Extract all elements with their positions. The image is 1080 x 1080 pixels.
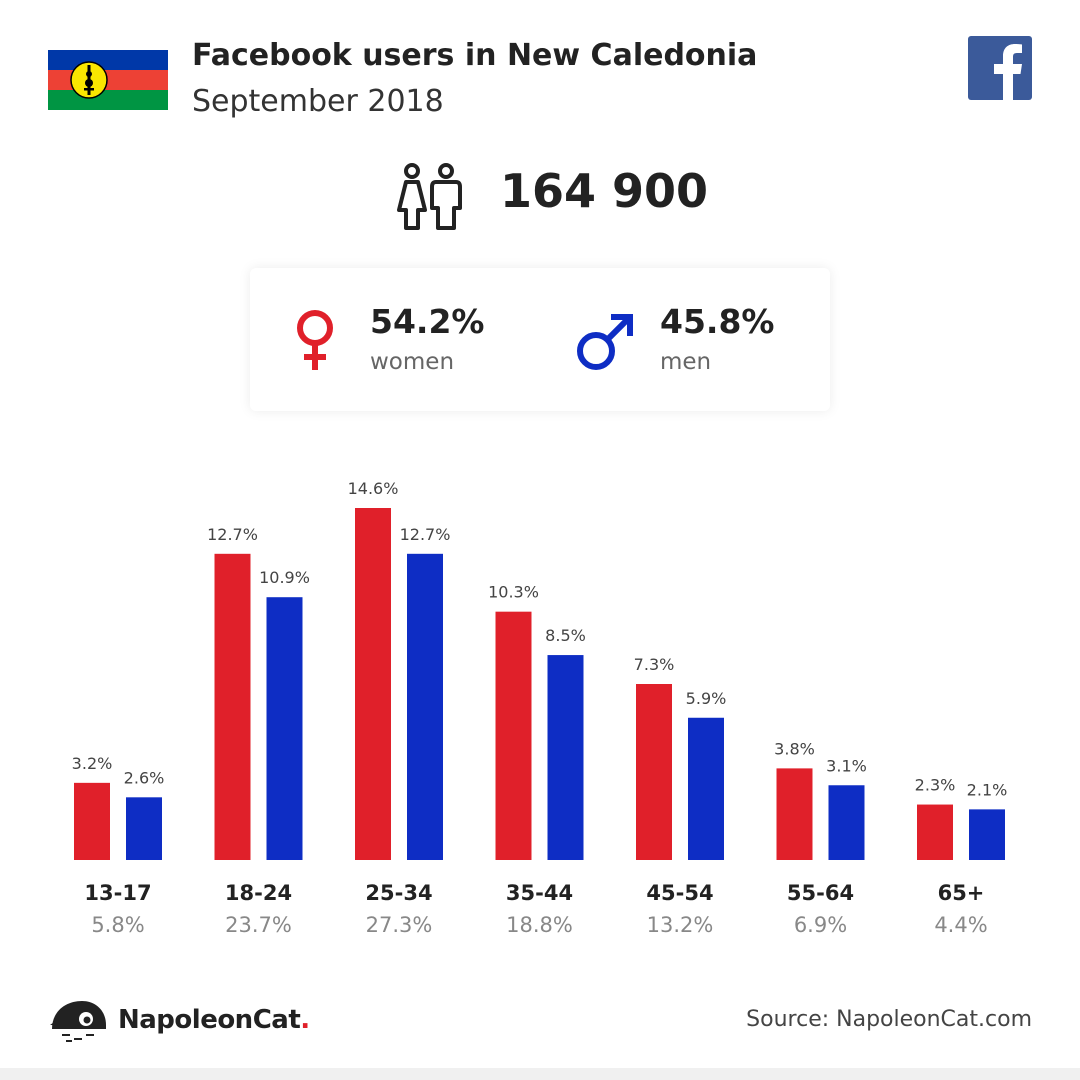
bar bbox=[126, 797, 162, 860]
data-label: 8.5% bbox=[545, 626, 586, 645]
category-label: 18-24 bbox=[225, 881, 292, 905]
men-percent: 45.8% bbox=[660, 302, 775, 341]
users-icon bbox=[397, 163, 462, 230]
napoleoncat-logo-icon bbox=[50, 1001, 106, 1042]
age-gender-bar-chart: 3.2% 2.6% 13-17 5.8% 12.7% 10.9% 18-24 23.7% 14.… bbox=[72, 479, 1008, 937]
bar bbox=[547, 655, 584, 860]
page-subtitle: September 2018 bbox=[192, 84, 444, 119]
bar bbox=[495, 611, 532, 860]
category-label: 25-34 bbox=[365, 881, 432, 905]
bar bbox=[74, 782, 110, 860]
data-label: 2.1% bbox=[967, 780, 1008, 799]
bar bbox=[407, 553, 443, 860]
data-label: 10.3% bbox=[488, 583, 539, 602]
data-label: 3.8% bbox=[774, 739, 815, 758]
category-label: 55-64 bbox=[787, 881, 854, 905]
women-percent: 54.2% bbox=[370, 302, 485, 341]
category-total: 27.3% bbox=[366, 913, 433, 937]
female-icon bbox=[297, 310, 333, 370]
bar bbox=[969, 809, 1005, 860]
data-label: 2.6% bbox=[124, 768, 165, 787]
bar bbox=[214, 553, 251, 860]
data-label: 2.3% bbox=[915, 776, 956, 795]
category-label: 65+ bbox=[938, 881, 985, 905]
category-total: 18.8% bbox=[506, 913, 573, 937]
women-label: women bbox=[370, 349, 455, 375]
category-total: 13.2% bbox=[647, 913, 714, 937]
source-credit: Source: NapoleonCat.com bbox=[746, 1007, 1032, 1032]
category-total: 4.4% bbox=[934, 913, 987, 937]
bar bbox=[636, 684, 672, 860]
data-label: 3.2% bbox=[72, 754, 113, 773]
bar bbox=[776, 768, 813, 860]
category-label: 45-54 bbox=[646, 881, 713, 905]
data-label: 5.9% bbox=[686, 689, 727, 708]
male-icon bbox=[577, 314, 633, 370]
data-label: 12.7% bbox=[400, 525, 451, 544]
gender-card bbox=[250, 268, 830, 411]
bar bbox=[355, 508, 391, 860]
new-caledonia-flag bbox=[48, 50, 168, 110]
data-label: 3.1% bbox=[826, 756, 867, 775]
category-total: 6.9% bbox=[794, 913, 847, 937]
bar bbox=[828, 785, 865, 860]
category-total: 23.7% bbox=[225, 913, 292, 937]
category-label: 35-44 bbox=[506, 881, 573, 905]
brand-dot: . bbox=[300, 1005, 310, 1035]
data-label: 14.6% bbox=[348, 479, 399, 498]
total-users: 164 900 bbox=[500, 164, 709, 218]
brand-name: NapoleonCat. bbox=[118, 1005, 310, 1035]
data-label: 10.9% bbox=[259, 568, 310, 587]
category-total: 5.8% bbox=[91, 913, 144, 937]
footer-strip bbox=[0, 1068, 1080, 1080]
bar bbox=[688, 717, 724, 860]
bar bbox=[917, 804, 953, 860]
men-label: men bbox=[660, 349, 712, 375]
category-label: 13-17 bbox=[84, 881, 151, 905]
facebook-icon bbox=[968, 36, 1032, 100]
data-label: 12.7% bbox=[207, 525, 258, 544]
brand-name-text: NapoleonCat bbox=[118, 1005, 301, 1035]
page-title: Facebook users in New Caledonia bbox=[192, 38, 758, 73]
bar bbox=[266, 597, 303, 860]
data-label: 7.3% bbox=[634, 655, 675, 674]
